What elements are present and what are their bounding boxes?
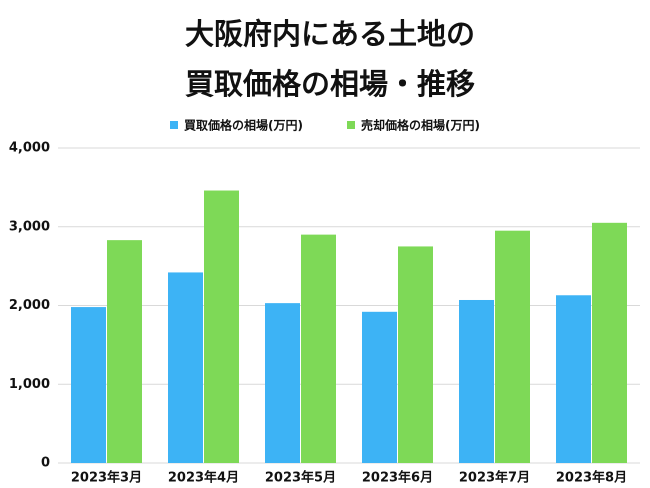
legend-swatch [170,121,178,129]
x-tick-label: 2023年5月 [265,470,336,486]
y-tick-label: 0 [41,456,50,471]
bar [265,303,300,463]
bar [362,311,397,463]
bar [71,307,106,463]
legend-label: 買取価格の相場(万円) [184,118,303,133]
y-tick-label: 2,000 [9,298,50,313]
bar [107,240,142,463]
chart-title: 買取価格の相場・推移 [185,67,475,101]
bar [592,222,627,463]
chart-title: 大阪府内にある土地の [185,17,475,51]
y-tick-label: 3,000 [9,219,50,234]
y-tick-label: 4,000 [9,141,50,156]
bar [168,272,203,463]
x-tick-label: 2023年8月 [556,470,627,486]
bar [204,190,239,463]
legend-label: 売却価格の相場(万円) [361,118,480,133]
bar [556,295,591,463]
x-tick-label: 2023年4月 [168,470,239,486]
x-tick-label: 2023年3月 [71,470,142,486]
x-tick-label: 2023年6月 [362,470,433,486]
x-tick-label: 2023年7月 [459,470,530,486]
bar [301,234,336,463]
y-tick-label: 1,000 [9,377,50,392]
bar [459,299,494,463]
legend-swatch [347,121,355,129]
bar [398,246,433,463]
bar [495,230,530,463]
